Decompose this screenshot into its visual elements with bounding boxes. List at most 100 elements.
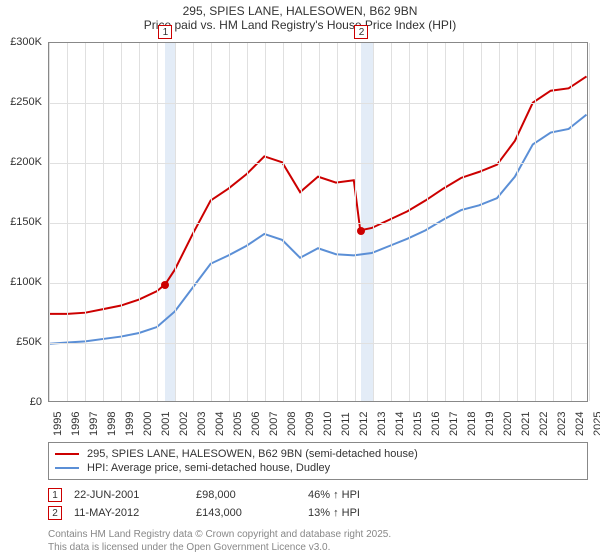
grid-line-v: [157, 43, 158, 401]
x-tick-label: 2007: [268, 412, 280, 436]
grid-line-v: [337, 43, 338, 401]
grid-line-v: [355, 43, 356, 401]
x-tick-label: 2010: [322, 412, 334, 436]
y-tick-label: £300K: [10, 36, 42, 48]
footer-line-1: Contains HM Land Registry data © Crown c…: [48, 528, 391, 541]
x-tick-label: 1995: [52, 412, 64, 436]
grid-line-h: [49, 163, 587, 164]
legend-swatch: [55, 453, 79, 455]
x-tick-label: 2008: [286, 412, 298, 436]
grid-line-v: [463, 43, 464, 401]
grid-line-v: [265, 43, 266, 401]
grid-line-v: [391, 43, 392, 401]
grid-line-v: [85, 43, 86, 401]
grid-line-h: [49, 103, 587, 104]
x-tick-label: 2012: [358, 412, 370, 436]
grid-line-v: [175, 43, 176, 401]
grid-line-v: [193, 43, 194, 401]
grid-line-v: [247, 43, 248, 401]
grid-line-v: [553, 43, 554, 401]
grid-line-v: [211, 43, 212, 401]
x-tick-label: 2024: [574, 412, 586, 436]
x-tick-label: 2014: [394, 412, 406, 436]
series-line-price_paid: [50, 76, 587, 313]
x-tick-label: 2016: [430, 412, 442, 436]
grid-line-v: [67, 43, 68, 401]
chart-plot-area: 12: [48, 42, 588, 402]
sale-price: £98,000: [196, 489, 296, 501]
x-tick-label: 2013: [376, 412, 388, 436]
x-tick-label: 2003: [196, 412, 208, 436]
x-tick-label: 2020: [502, 412, 514, 436]
legend-item: 295, SPIES LANE, HALESOWEN, B62 9BN (sem…: [55, 447, 581, 461]
grid-line-h: [49, 343, 587, 344]
legend-label: HPI: Average price, semi-detached house,…: [87, 462, 330, 474]
x-tick-label: 2011: [340, 412, 352, 436]
grid-line-v: [301, 43, 302, 401]
sale-marker-flag: 2: [354, 25, 368, 39]
sale-diff: 46% ↑ HPI: [308, 489, 418, 501]
grid-line-v: [517, 43, 518, 401]
x-tick-label: 1998: [106, 412, 118, 436]
y-tick-label: £250K: [10, 96, 42, 108]
legend-box: 295, SPIES LANE, HALESOWEN, B62 9BN (sem…: [48, 442, 588, 480]
sales-row: 1 22-JUN-2001 £98,000 46% ↑ HPI: [48, 486, 588, 504]
y-tick-label: £200K: [10, 156, 42, 168]
x-tick-label: 2018: [466, 412, 478, 436]
footer-line-2: This data is licensed under the Open Gov…: [48, 541, 391, 554]
footer-attribution: Contains HM Land Registry data © Crown c…: [48, 528, 391, 554]
sale-price: £143,000: [196, 507, 296, 519]
sale-dot: [161, 281, 169, 289]
x-tick-label: 2021: [520, 412, 532, 436]
legend-item: HPI: Average price, semi-detached house,…: [55, 461, 581, 475]
grid-line-v: [499, 43, 500, 401]
x-tick-label: 2009: [304, 412, 316, 436]
sale-marker-flag: 1: [158, 25, 172, 39]
x-tick-label: 1997: [88, 412, 100, 436]
x-tick-label: 2017: [448, 412, 460, 436]
grid-line-h: [49, 223, 587, 224]
chart-title: 295, SPIES LANE, HALESOWEN, B62 9BN: [0, 4, 600, 18]
grid-line-v: [481, 43, 482, 401]
chart-subtitle: Price paid vs. HM Land Registry's House …: [0, 18, 600, 32]
x-tick-label: 2019: [484, 412, 496, 436]
x-tick-label: 2002: [178, 412, 190, 436]
sales-row: 211-MAY-2012£143,00013% ↑ HPI: [48, 504, 588, 522]
grid-line-v: [229, 43, 230, 401]
x-tick-label: 2022: [538, 412, 550, 436]
grid-line-v: [445, 43, 446, 401]
grid-line-v: [571, 43, 572, 401]
grid-line-h: [49, 283, 587, 284]
x-tick-label: 1999: [124, 412, 136, 436]
x-tick-label: 2005: [232, 412, 244, 436]
x-tick-label: 2006: [250, 412, 262, 436]
y-tick-label: £50K: [16, 336, 42, 348]
legend-swatch: [55, 467, 79, 469]
grid-line-v: [535, 43, 536, 401]
y-tick-label: £100K: [10, 276, 42, 288]
x-tick-label: 2000: [142, 412, 154, 436]
grid-line-v: [139, 43, 140, 401]
series-line-hpi: [50, 115, 587, 344]
x-tick-label: 2025: [592, 412, 600, 436]
x-tick-label: 2015: [412, 412, 424, 436]
x-tick-label: 1996: [70, 412, 82, 436]
grid-line-v: [103, 43, 104, 401]
grid-line-v: [427, 43, 428, 401]
grid-line-v: [283, 43, 284, 401]
grid-line-v: [373, 43, 374, 401]
x-tick-label: 2023: [556, 412, 568, 436]
sale-marker-icon: 1: [48, 488, 62, 502]
legend-label: 295, SPIES LANE, HALESOWEN, B62 9BN (sem…: [87, 448, 418, 460]
y-tick-label: £0: [30, 396, 42, 408]
sale-date: 11-MAY-2012: [74, 507, 184, 519]
y-tick-label: £150K: [10, 216, 42, 228]
grid-line-v: [409, 43, 410, 401]
y-axis-labels: £0£50K£100K£150K£200K£250K£300K: [0, 42, 46, 402]
sale-marker-icon: 2: [48, 506, 62, 520]
x-tick-label: 2004: [214, 412, 226, 436]
sale-date: 22-JUN-2001: [74, 489, 184, 501]
title-block: 295, SPIES LANE, HALESOWEN, B62 9BN Pric…: [0, 0, 600, 34]
grid-line-v: [589, 43, 590, 401]
grid-line-v: [121, 43, 122, 401]
